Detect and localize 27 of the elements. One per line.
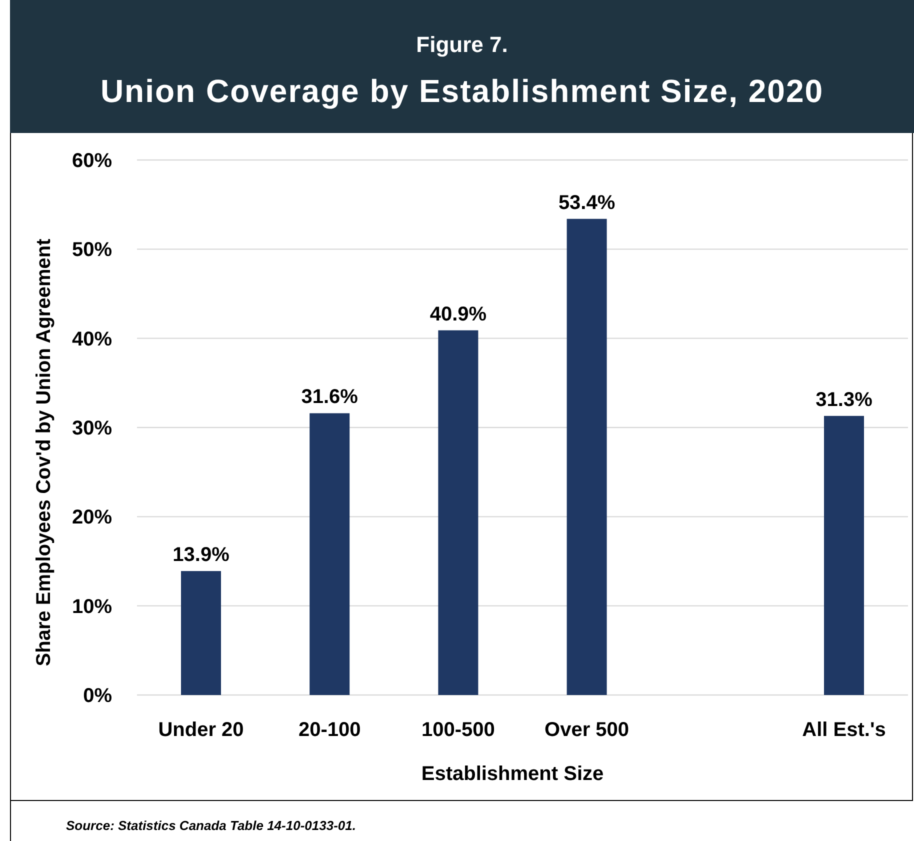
- y-tick-label: 0%: [83, 685, 112, 707]
- chart-title: Union Coverage by Establishment Size, 2020: [100, 73, 824, 109]
- source-note: Source: Statistics Canada Table 14-10-0133-01.: [66, 818, 356, 833]
- bar: [181, 571, 221, 695]
- y-tick-label: 60%: [72, 150, 112, 172]
- data-label: 40.9%: [430, 303, 487, 326]
- data-label: 31.3%: [816, 388, 873, 411]
- data-label: 13.9%: [172, 544, 230, 566]
- y-tick-label: 30%: [72, 418, 112, 440]
- x-tick-label: 20-100: [298, 719, 361, 741]
- x-tick-label: 100-500: [421, 719, 495, 741]
- bar: [310, 413, 350, 695]
- bar: [824, 416, 864, 695]
- bar: [566, 218, 607, 695]
- data-label: 31.6%: [301, 386, 358, 408]
- bar: [438, 330, 478, 695]
- y-axis-title: Share Employees Cov'd by Union Agreement: [33, 238, 55, 666]
- x-axis-title: Establishment Size: [421, 763, 604, 785]
- y-tick-label: 50%: [72, 239, 112, 262]
- x-tick-label: Over 500: [544, 719, 630, 741]
- chart-subtitle: Figure 7.: [416, 32, 508, 57]
- x-tick-label: Under 20: [158, 719, 244, 741]
- y-tick-label: 10%: [72, 596, 112, 618]
- y-tick-label: 40%: [72, 328, 112, 350]
- y-tick-label: 20%: [72, 506, 112, 529]
- x-tick-label: All Est.'s: [802, 719, 886, 741]
- data-label: 53.4%: [558, 192, 616, 214]
